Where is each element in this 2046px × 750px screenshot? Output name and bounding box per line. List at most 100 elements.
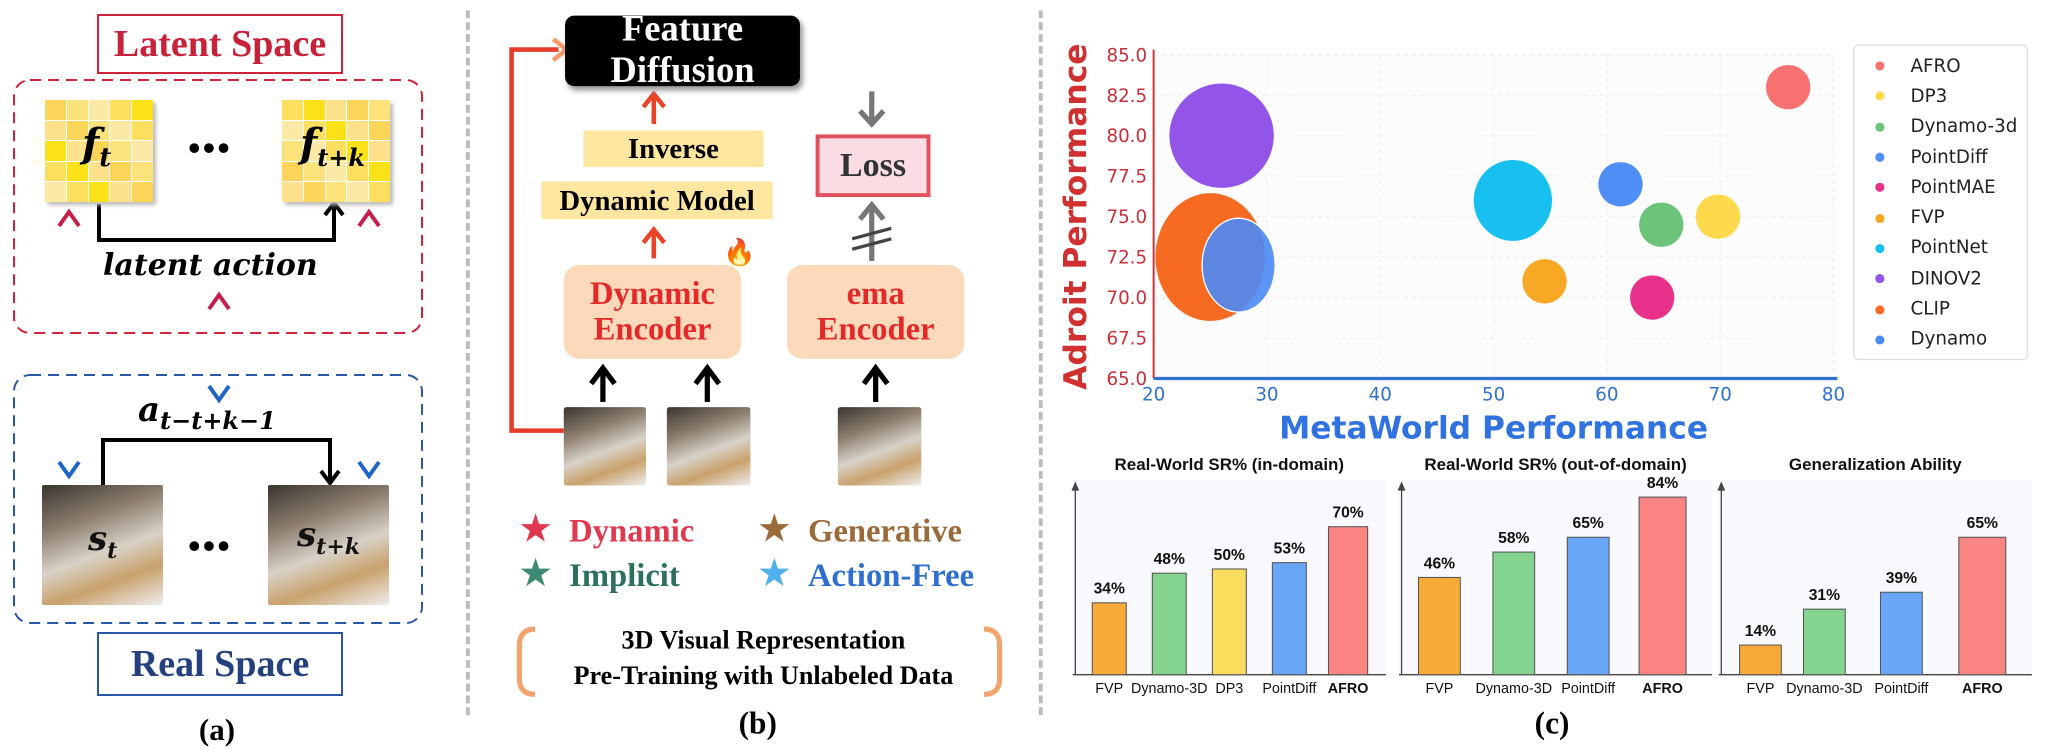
state-end-label: st+k [297,518,360,558]
legend-item-dynamic: ★ Dynamic [518,506,694,552]
tile-cell [325,182,347,202]
legend-marker [1875,152,1885,162]
caption-a: (a) [198,712,236,747]
tile-cell [132,161,153,182]
bar-dynamo-3d [1492,551,1536,676]
bubble-fvp [1522,259,1567,304]
tile-cell [110,100,132,120]
tile-cell [88,161,110,182]
legend-marker [1875,213,1885,223]
tile-cell [110,161,132,182]
ema-encoder-line2: Encoder [816,311,935,348]
legend-marker [1875,61,1885,71]
legend-label: AFRO [1910,55,1961,77]
legend-item: DP3 [1854,81,2026,111]
tile-cell [303,141,325,161]
x-tick-label: 30 [1255,385,1278,406]
bar-fvp [1091,602,1127,676]
bar-category-label: PointDiff [1874,681,1928,697]
x-tick-label: 40 [1369,385,1392,406]
tile-cell [45,141,66,161]
y-axis-label: Adroit Performance [1058,43,1094,389]
feature-symbol: f [300,120,318,167]
tile-cell [369,100,390,120]
action-arrow [101,438,332,485]
dynamic-encoder-line2: Encoder [593,311,712,348]
robot-image-start [42,485,163,605]
divider [465,10,470,716]
bubble-dynamo-3d [1639,202,1684,247]
latent-space-label: Latent Space [97,14,343,74]
bar-fvp [1418,576,1461,676]
bar-value-label: 14% [1745,623,1776,640]
feature-start-label: ft [82,124,111,172]
robot-image-end [268,485,389,605]
bar-afro [1327,526,1369,676]
legend-marker [1875,122,1885,132]
legend-item: PointNet [1854,233,2026,263]
tile-cell [66,100,88,120]
ema-encoder-box: ema Encoder [786,264,965,359]
feature-map-end [282,100,390,202]
legend-item-generative: ★ Generative [757,506,962,552]
bar-dynamo-3d [1802,608,1846,676]
tile-cell [132,120,153,141]
bar-chart-title: Real-World SR% (out-of-domain) [1424,455,1686,474]
bar-value-label: 65% [1573,515,1604,532]
legend-label: Dynamo [1910,329,1988,351]
tile-cell [325,141,347,161]
y-tick-label: 75.0 [1106,207,1147,228]
robot-image [837,407,922,486]
inverse-label: Inverse [583,130,764,168]
legend-label: PointNet [1910,238,1988,259]
scatter-legend: AFRO DP3 Dynamo-3d PointDiff PointMAE FVP Poin… [1853,44,2028,361]
legend-label: Dynamic [569,514,695,550]
legend-marker [1875,91,1885,102]
bar-afro [1638,496,1687,676]
bubble-pointdiff [1598,162,1643,207]
bar-category-label: Dynamo-3D [1786,681,1863,697]
bar-afro [1958,536,2007,676]
tile-cell [303,161,325,182]
ellipsis: ••• [188,526,232,566]
legend-marker [1875,335,1885,345]
legend-item: AFRO [1854,51,2026,81]
legend-label: CLIP [1910,298,1950,320]
panel-a: Latent Space ft ••• ft+k latent action a… [0,0,466,750]
bar-value-label: 34% [1094,581,1125,598]
legend-item: PointDiff [1854,142,2026,172]
dynamic-encoder-box: Dynamic Encoder [563,264,742,359]
tile-cell [282,120,303,141]
tile-cell [45,120,66,141]
caption-b: (b) [738,707,777,742]
tile-cell [88,141,110,161]
legend-label: Implicit [569,558,680,594]
real-space-label: Real Space [97,632,343,696]
bracket-right [983,626,1003,697]
panel-b-arrows [509,37,1003,697]
bar-category-label: AFRO [1962,681,2003,697]
robot-image [563,407,646,486]
y-tick-label: 80.0 [1106,126,1147,147]
bar-value-label: 70% [1332,505,1363,522]
y-tick-label: 77.5 [1106,167,1147,188]
state-symbol: s [88,519,108,559]
bubble-dinov2 [1169,83,1274,188]
bar-fvp [1739,644,1782,676]
legend-label: DINOV2 [1910,268,1982,290]
skip-connection-arrow [509,47,564,433]
summary-line2: Pre-Training with Unlabeled Data [573,661,954,691]
divider [1038,10,1043,716]
fire-icon: 🔥 [722,238,756,268]
tile-cell [347,182,369,202]
y-tick-label: 72.5 [1106,248,1147,269]
bar-value-label: 53% [1274,541,1305,558]
bar-category-label: FVP [1425,681,1453,697]
tile-cell [282,100,303,120]
legend-item: CLIP [1854,294,2026,324]
tile-cell [369,161,390,182]
summary-line1: 3D Visual Representation [621,626,906,656]
feature-subscript: t+k [317,143,366,172]
bar-value-label: 50% [1214,547,1245,564]
